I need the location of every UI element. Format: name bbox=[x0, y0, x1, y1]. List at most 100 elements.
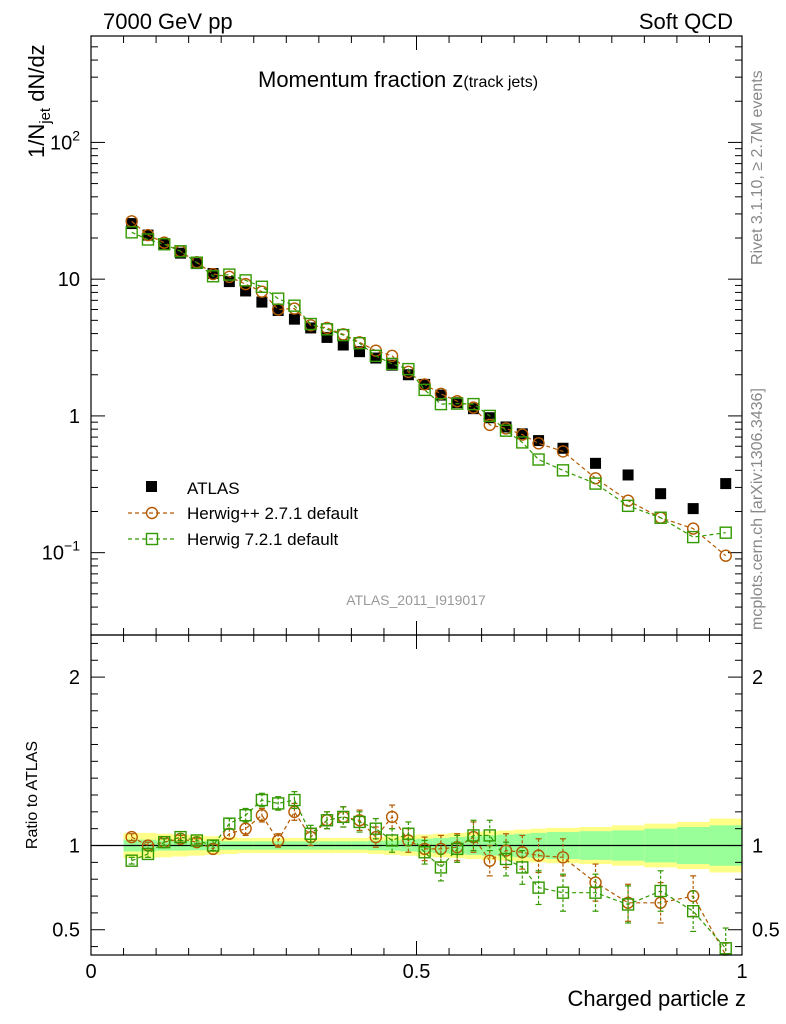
ratio-point-herwig7 bbox=[719, 942, 732, 955]
x-tick-label: 0.5 bbox=[403, 961, 431, 983]
main-point-atlas bbox=[126, 218, 138, 230]
ratio-point-herwig7 bbox=[556, 886, 570, 899]
main-point-atlas bbox=[484, 412, 496, 424]
main-point-herwig7 bbox=[516, 436, 529, 449]
main-point-herwig7 bbox=[288, 299, 301, 312]
main-point-herwig7 bbox=[320, 323, 334, 336]
main-point-herwig7 bbox=[556, 464, 570, 477]
main-point-atlas bbox=[158, 238, 170, 250]
ratio-point-herwigpp bbox=[385, 810, 399, 824]
ratio-point-herwig7 bbox=[385, 834, 399, 847]
ratio-y-axis-label: Ratio to ATLAS bbox=[24, 741, 41, 849]
main-y-tick-label: 1 bbox=[69, 406, 80, 428]
ratio-point-herwig7 bbox=[499, 852, 513, 866]
main-point-atlas bbox=[720, 478, 732, 490]
main-point-atlas bbox=[516, 428, 528, 440]
ratio-point-herwig7 bbox=[516, 861, 529, 874]
x-tick-label: 0 bbox=[85, 961, 96, 983]
main-point-atlas bbox=[435, 389, 447, 401]
ratio-point-herwig7 bbox=[206, 839, 220, 852]
x-axis-label: Charged particle z bbox=[567, 986, 746, 1011]
main-y-axis-label: 1/Njet dN/dz bbox=[24, 44, 54, 158]
ratio-point-herwig7 bbox=[223, 817, 236, 830]
legend-item-herwig7: Herwig 7.2.1 default bbox=[128, 530, 338, 549]
main-point-herwigpp bbox=[516, 428, 529, 441]
ratio-point-herwig7 bbox=[418, 846, 431, 859]
main-point-herwig7 bbox=[450, 397, 464, 410]
main-point-herwig7 bbox=[190, 256, 203, 269]
main-point-herwig7 bbox=[654, 511, 667, 524]
legend-herwig7-label: Herwig 7.2.1 default bbox=[187, 530, 338, 549]
rivet-label: Rivet 3.1.10, ≥ 2.7M events bbox=[749, 70, 766, 265]
ratio-point-herwig7 bbox=[532, 881, 545, 894]
ratio-point-herwig7 bbox=[190, 834, 203, 847]
legend-herwigpp-label: Herwig++ 2.7.1 default bbox=[187, 504, 358, 523]
ratio-point-herwigpp bbox=[288, 805, 301, 819]
main-point-atlas bbox=[337, 339, 349, 351]
ratio-point-herwig7 bbox=[125, 854, 138, 867]
main-point-herwig7 bbox=[532, 453, 545, 466]
main-point-atlas bbox=[288, 313, 300, 325]
ratio-point-herwig7 bbox=[239, 809, 252, 822]
legend-atlas-label: ATLAS bbox=[187, 479, 240, 498]
main-point-herwig7 bbox=[402, 362, 415, 376]
main-point-atlas bbox=[451, 397, 463, 409]
main-y-tick-label: 102 bbox=[50, 127, 80, 154]
ratio-series-line bbox=[131, 799, 727, 949]
ratio-y-tick-label-left: 0.5 bbox=[52, 920, 80, 942]
legend-atlas-marker bbox=[146, 481, 157, 492]
main-point-atlas bbox=[622, 469, 634, 481]
main-point-atlas bbox=[272, 305, 284, 317]
main-point-herwig7 bbox=[719, 526, 732, 539]
main-y-tick-label: 10−1 bbox=[42, 538, 80, 565]
main-title: Momentum fraction z(track jets) bbox=[258, 67, 538, 92]
main-point-atlas bbox=[223, 276, 235, 288]
main-point-herwigpp bbox=[556, 445, 570, 458]
x-tick-label: 1 bbox=[736, 961, 747, 983]
legend-item-atlas: ATLAS bbox=[146, 479, 240, 498]
ratio-y-tick-labels: 0.5 0.5 1 1 2 2 bbox=[52, 667, 780, 942]
main-point-atlas bbox=[467, 403, 479, 415]
main-point-atlas bbox=[655, 488, 667, 500]
main-point-herwigpp bbox=[686, 522, 700, 535]
ratio-y-tick-label-left: 1 bbox=[69, 836, 80, 858]
main-point-herwig7 bbox=[418, 383, 431, 397]
main-point-herwig7 bbox=[141, 233, 155, 246]
main-point-herwig7 bbox=[158, 238, 171, 251]
ratio-point-herwigpp bbox=[271, 834, 285, 847]
ratio-point-herwig7 bbox=[288, 793, 301, 807]
main-point-herwig7 bbox=[271, 292, 285, 305]
main-y-tick-label: 10 bbox=[58, 269, 80, 291]
ratio-point-herwig7 bbox=[141, 847, 155, 861]
main-point-atlas bbox=[256, 296, 268, 308]
main-point-atlas bbox=[590, 457, 602, 469]
main-point-atlas bbox=[370, 352, 382, 364]
main-point-herwig7 bbox=[304, 317, 317, 331]
main-point-herwig7 bbox=[255, 280, 269, 293]
ratio-y-tick-label-right: 1 bbox=[752, 836, 763, 858]
main-axis-ticks bbox=[90, 35, 743, 635]
main-point-herwig7 bbox=[467, 397, 480, 411]
process-label: Soft QCD bbox=[639, 9, 733, 34]
energy-label: 7000 GeV pp bbox=[103, 9, 233, 34]
main-point-atlas bbox=[207, 268, 219, 280]
main-point-herwig7 bbox=[223, 268, 236, 281]
ratio-point-herwig7 bbox=[654, 884, 667, 898]
main-point-herwigpp bbox=[532, 437, 545, 450]
ratio-frame bbox=[90, 634, 743, 956]
ratio-point-herwigpp bbox=[483, 854, 496, 867]
main-point-herwig7 bbox=[353, 337, 366, 350]
main-point-herwig7 bbox=[434, 397, 448, 411]
main-series-line bbox=[131, 220, 727, 557]
main-point-atlas bbox=[386, 359, 398, 371]
legend-herwig7-marker bbox=[145, 532, 159, 546]
main-point-herwig7 bbox=[589, 477, 602, 490]
main-point-herwig7 bbox=[686, 530, 700, 544]
legend-item-herwigpp: Herwig++ 2.7.1 default bbox=[128, 504, 358, 523]
main-point-herwig7 bbox=[369, 349, 383, 363]
main-series-line bbox=[131, 231, 726, 538]
ratio-axis-ticks bbox=[90, 635, 743, 955]
main-point-herwig7 bbox=[174, 245, 187, 258]
mcplots-label: mcplots.cern.ch [arXiv:1306.3436] bbox=[749, 388, 766, 630]
ratio-point-herwig7 bbox=[255, 793, 269, 807]
